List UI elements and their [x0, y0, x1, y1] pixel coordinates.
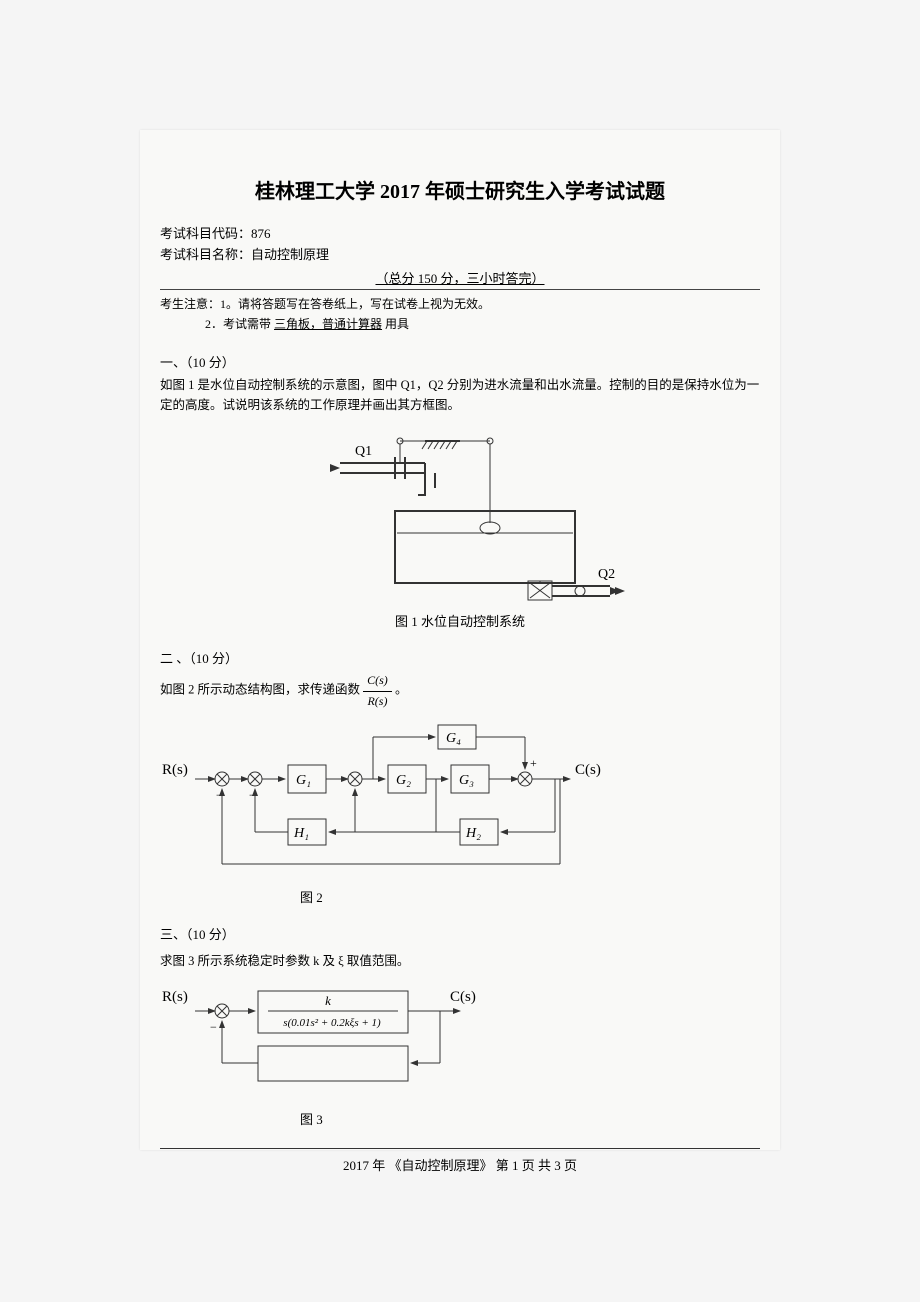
code-value: 876	[251, 226, 271, 241]
code-label: 考试科目代码：	[160, 226, 251, 241]
svg-text:G₄: G₄	[446, 731, 461, 746]
page-title: 桂林理工大学 2017 年硕士研究生入学考试试题	[160, 175, 760, 204]
figure-2-caption: 图 2	[300, 887, 760, 906]
q2-body-a: 如图 2 所示动态结构图，求传递函数	[160, 683, 363, 697]
figure-3: R(s) − k s(0.01s² + 0.2kξs + 1) C(s)	[160, 981, 500, 1101]
meta-block: 考试科目代码：876 考试科目名称：自动控制原理	[160, 224, 760, 266]
figure-2: R(s) − − G₁ G₂	[160, 719, 630, 879]
svg-text:G₁: G₁	[296, 773, 311, 788]
svg-text:k: k	[325, 993, 331, 1008]
q2-tf-num: C(s)	[363, 671, 392, 691]
exam-page: 桂林理工大学 2017 年硕士研究生入学考试试题 考试科目代码：876 考试科目…	[140, 130, 780, 1150]
figure-3-caption: 图 3	[300, 1109, 760, 1128]
q1-label-q2: Q2	[598, 567, 615, 582]
svg-text:H₂: H₂	[465, 826, 481, 841]
notice-prefix: 考生注意：	[160, 297, 220, 311]
q3-body: 求图 3 所示系统稳定时参数 k 及 ξ 取值范围。	[160, 951, 760, 971]
q2-tf-den: R(s)	[363, 692, 392, 711]
notice-block: 考生注意：1。请将答题写在答卷纸上，写在试卷上视为无效。 2．考试需带 三角板，…	[160, 294, 760, 335]
q3-label-r: R(s)	[162, 989, 188, 1005]
figure-1: Q1 Q2	[280, 423, 640, 603]
q2-body: 如图 2 所示动态结构图，求传递函数 C(s) R(s) 。	[160, 671, 760, 710]
page-footer: 2017 年 《自动控制原理》 第 1 页 共 3 页	[160, 1155, 760, 1174]
figure-1-caption: 图 1 水位自动控制系统	[160, 611, 760, 630]
q3-head: 三、（10 分）	[160, 924, 760, 943]
notice-line2-underline: 三角板，普通计算器	[274, 317, 382, 331]
q2-body-b: 。	[395, 683, 408, 697]
svg-text:H₁: H₁	[293, 826, 309, 841]
score-line: （总分 150 分，三小时答完）	[160, 268, 760, 287]
q3-label-c: C(s)	[450, 989, 476, 1005]
name-value: 自动控制原理	[251, 247, 329, 262]
notice-line2b: 用具	[382, 317, 409, 331]
q2-label-c: C(s)	[575, 762, 601, 778]
svg-text:s(0.01s² + 0.2kξs + 1): s(0.01s² + 0.2kξs + 1)	[283, 1017, 381, 1029]
q1-head: 一、（10 分）	[160, 352, 760, 371]
divider	[160, 289, 760, 290]
q2-head: 二 、（10 分）	[160, 648, 760, 667]
notice-line1: 1。请将答题写在答卷纸上，写在试卷上视为无效。	[220, 297, 490, 311]
name-label: 考试科目名称：	[160, 247, 251, 262]
q1-body: 如图 1 是水位自动控制系统的示意图，图中 Q1，Q2 分别为进水流量和出水流量…	[160, 375, 760, 415]
q2-label-r: R(s)	[162, 762, 188, 778]
svg-text:+: +	[530, 756, 537, 770]
q1-label-q1: Q1	[355, 444, 372, 459]
footer-divider	[160, 1148, 760, 1149]
svg-text:−: −	[210, 1020, 217, 1034]
svg-text:G₃: G₃	[459, 773, 474, 788]
q2-tf: C(s) R(s)	[363, 671, 392, 710]
notice-line2a: 2．考试需带	[205, 317, 274, 331]
svg-text:G₂: G₂	[396, 773, 411, 788]
